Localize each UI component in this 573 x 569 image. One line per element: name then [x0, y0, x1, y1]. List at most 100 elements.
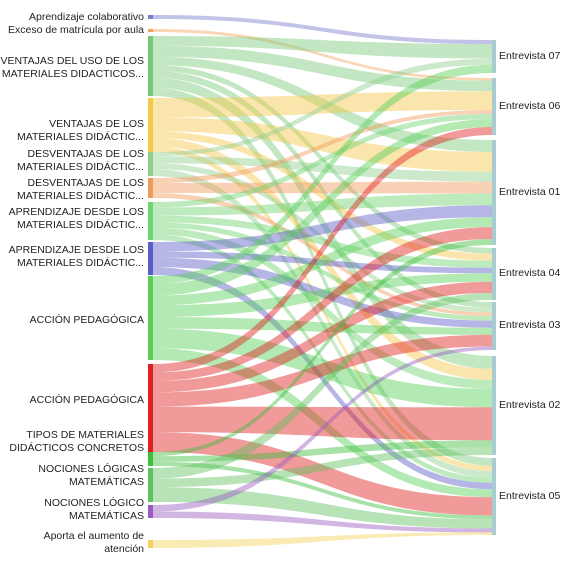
link-s13-t6[interactable] [153, 532, 492, 548]
link-s3-t5[interactable] [153, 138, 492, 380]
link-s8-t2[interactable] [153, 217, 492, 306]
link-s7-t4[interactable] [153, 257, 492, 328]
link-s5-t1[interactable] [153, 109, 492, 183]
link-s10-t2[interactable] [153, 239, 492, 457]
source-label-line2: MATEMÁTICAS [68, 476, 144, 488]
source-nodes [148, 15, 153, 548]
source-label: NOCIONES LÓGICAS MATEMÁTICAS [38, 463, 144, 489]
target-node-t3[interactable] [492, 248, 496, 300]
target-label: Entrevista 05 [499, 489, 561, 502]
link-s4-t0[interactable] [153, 58, 492, 157]
target-node-t4[interactable] [492, 302, 496, 350]
link-s8-t4[interactable] [153, 317, 492, 335]
link-s6-t3[interactable] [153, 215, 492, 268]
link-s2-t1[interactable] [153, 45, 492, 92]
link-s6-t5[interactable] [153, 227, 492, 389]
link-s6-t4[interactable] [153, 222, 492, 321]
link-s9-t4[interactable] [153, 334, 492, 407]
link-s7-t3[interactable] [153, 251, 492, 274]
link-s6-t6[interactable] [153, 234, 492, 483]
link-s11-t3[interactable] [153, 292, 492, 479]
source-label: VENTAJAS DEL USO DE LOS MATERIALES DIDACT… [0, 55, 144, 81]
target-node-t5[interactable] [492, 356, 496, 455]
link-s8-t0[interactable] [153, 64, 492, 284]
link-s6-t2[interactable] [153, 193, 492, 216]
source-label: Aporta el aumento de atención [44, 530, 144, 556]
link-s9-t2[interactable] [153, 227, 492, 382]
source-node-s3[interactable] [148, 98, 153, 152]
link-s7-t2[interactable] [153, 205, 492, 252]
source-label-line2: MATERIALES DIDÁCTIC... [17, 219, 144, 231]
link-s9-t1[interactable] [153, 127, 492, 373]
source-node-s11[interactable] [148, 468, 153, 502]
link-s4-t4[interactable] [153, 163, 492, 313]
link-s8-t6[interactable] [153, 348, 492, 498]
link-s3-t3[interactable] [153, 131, 492, 261]
link-s11-t6[interactable] [153, 487, 492, 529]
source-node-s12[interactable] [148, 505, 153, 518]
source-node-s8[interactable] [148, 276, 153, 360]
sankey-links [153, 15, 492, 548]
link-s1-t1[interactable] [153, 29, 492, 81]
link-s4-t6[interactable] [153, 168, 492, 478]
link-s2-t5[interactable] [153, 77, 492, 369]
link-s12-t6[interactable] [153, 511, 492, 533]
target-nodes [492, 40, 496, 535]
link-s12-t4[interactable] [153, 346, 492, 512]
source-label-line2: atención [104, 543, 144, 555]
link-s8-t1[interactable] [153, 119, 492, 296]
source-node-s13[interactable] [148, 540, 153, 548]
source-node-s6[interactable] [148, 202, 153, 240]
link-s5-t2[interactable] [153, 181, 492, 194]
link-s3-t2[interactable] [153, 117, 492, 172]
link-s4-t2[interactable] [153, 156, 492, 182]
source-label: APRENDIZAJE DESDE LOS MATERIALES DIDÁCTIC… [9, 244, 144, 270]
link-s7-t6[interactable] [153, 267, 492, 490]
target-label: Entrevista 07 [499, 49, 561, 62]
source-label-line2: MATERIALES DIDACTICOS... [1, 68, 144, 80]
source-label-line1: VENTAJAS DE LOS [49, 118, 144, 130]
source-node-s1[interactable] [148, 29, 153, 32]
link-s2-t4[interactable] [153, 70, 492, 308]
link-s3-t1[interactable] [153, 91, 492, 118]
link-s2-t3[interactable] [153, 65, 492, 254]
link-s2-t6[interactable] [153, 87, 492, 466]
source-node-s9[interactable] [148, 364, 153, 452]
link-s2-t0[interactable] [153, 36, 492, 59]
link-s10-t5[interactable] [153, 440, 492, 462]
source-node-s5[interactable] [148, 178, 153, 198]
source-label-line1: APRENDIZAJE DESDE LOS [8, 206, 144, 218]
source-node-s4[interactable] [148, 152, 153, 176]
target-node-t6[interactable] [492, 458, 496, 535]
target-node-t1[interactable] [492, 78, 496, 135]
link-s9-t6[interactable] [153, 432, 492, 516]
link-s8-t3[interactable] [153, 273, 492, 318]
source-node-s10[interactable] [148, 452, 153, 466]
source-label-line1: ACCIÓN PEDAGÓGICA [29, 393, 144, 406]
source-label-line2: MATERIALES DIDÁCTIC... [17, 257, 144, 269]
source-label: Aprendizaje colaborativo [29, 11, 144, 24]
link-s3-t6[interactable] [153, 146, 492, 472]
source-node-s0[interactable] [148, 15, 153, 19]
target-label: Entrevista 02 [499, 398, 561, 411]
link-s10-t6[interactable] [153, 461, 492, 520]
target-label: Entrevista 04 [499, 267, 561, 279]
link-s9-t5[interactable] [153, 406, 492, 441]
link-s6-t1[interactable] [153, 113, 492, 208]
link-s2-t2[interactable] [153, 56, 492, 152]
link-s9-t3[interactable] [153, 281, 492, 393]
source-label-line2: MATERIALES DIDÁCTIC... [17, 161, 144, 173]
link-s8-t5[interactable] [153, 328, 492, 408]
link-s11-t5[interactable] [153, 447, 492, 488]
link-s0-t0[interactable] [153, 15, 492, 45]
source-node-s2[interactable] [148, 36, 153, 96]
source-label-line2: MATEMÁTICAS [68, 510, 144, 522]
source-label-line1: Aporta el aumento de [43, 530, 144, 542]
target-node-t0[interactable] [492, 40, 496, 73]
link-s5-t4[interactable] [153, 193, 492, 317]
source-label-line1: APRENDIZAJE DESDE LOS [8, 244, 144, 256]
target-label: Entrevista 01 [499, 185, 561, 198]
source-node-s7[interactable] [148, 242, 153, 275]
target-node-t2[interactable] [492, 140, 496, 245]
